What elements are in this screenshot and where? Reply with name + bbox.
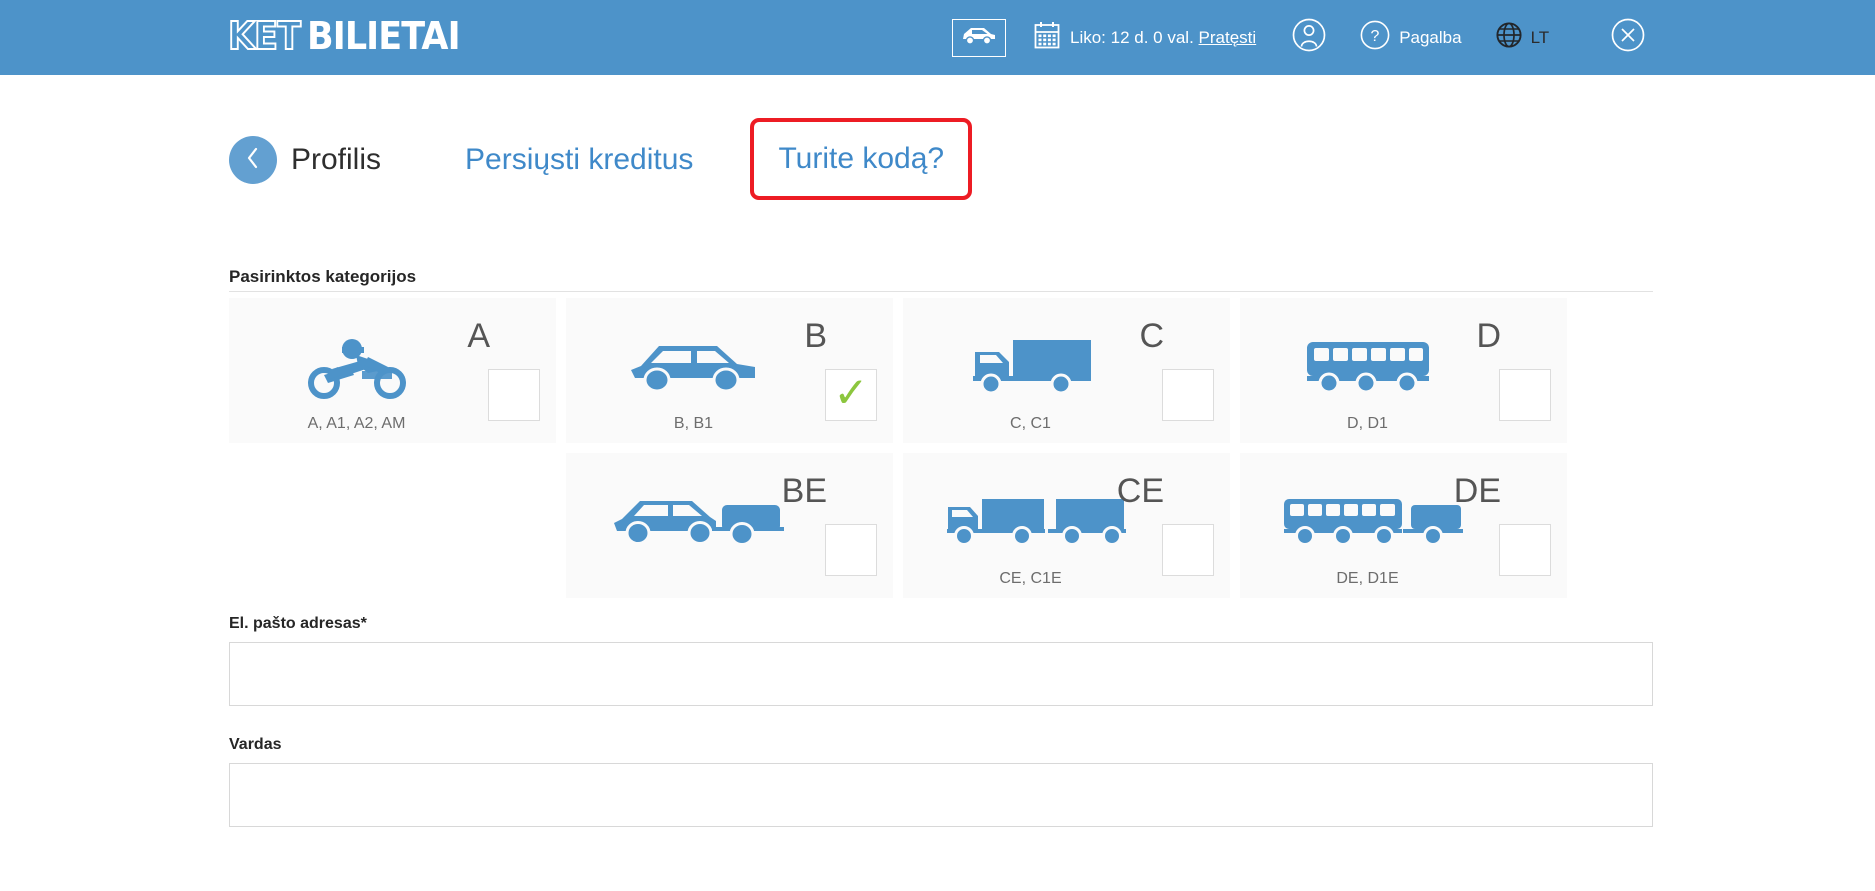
row2-spacer	[229, 453, 556, 598]
tab-bar: Profilis Persiųsti kreditus Turite kodą?	[0, 75, 1875, 292]
chevron-left-icon	[245, 146, 261, 175]
category-card-d[interactable]: D D, D1	[1240, 298, 1567, 443]
category-checkbox[interactable]	[825, 524, 877, 576]
category-checkbox[interactable]	[1162, 369, 1214, 421]
help-button[interactable]: ? Pagalba	[1360, 20, 1462, 55]
time-remaining-label: Liko: 12 d. 0 val. Pratęsti	[1070, 28, 1256, 48]
category-row-2: BE	[229, 453, 1659, 598]
profile-form: El. pašto adresas* Vardas	[229, 615, 1653, 857]
email-field-label: El. pašto adresas*	[229, 615, 367, 632]
category-checkbox[interactable]: ✓	[825, 369, 877, 421]
category-sublabel: B, B1	[673, 415, 714, 432]
category-sublabel: D, D1	[1347, 415, 1388, 432]
header-toolbar: Liko: 12 d. 0 val. Pratęsti ? Pagalba	[952, 0, 1645, 75]
help-label: Pagalba	[1399, 27, 1462, 47]
category-row-1: A A, A1, A2, AM B B, B1 ✓	[229, 298, 1659, 443]
category-card-c[interactable]: C C, C1	[903, 298, 1230, 443]
calendar-icon	[1034, 21, 1060, 54]
back-button[interactable]	[229, 136, 277, 184]
extend-subscription-link[interactable]: Pratęsti	[1198, 27, 1257, 47]
name-field[interactable]	[229, 763, 1653, 827]
category-letter: DE	[1453, 472, 1501, 510]
email-field-group: El. pašto adresas*	[229, 615, 1653, 706]
app-logo[interactable]: KET BILIETAI	[227, 13, 473, 59]
truck-trailer-icon	[911, 481, 1161, 559]
category-card-a[interactable]: A A, A1, A2, AM	[229, 298, 556, 443]
tab-profilis[interactable]: Profilis	[291, 143, 382, 176]
user-account-icon	[1292, 18, 1326, 57]
category-sublabel: DE, D1E	[1336, 570, 1399, 587]
car-icon	[584, 326, 804, 404]
account-button[interactable]	[1292, 18, 1326, 57]
category-letter: BE	[781, 472, 827, 510]
category-card-be[interactable]: BE	[566, 453, 893, 598]
language-label: LT	[1530, 27, 1550, 47]
logo-text-bilietai: BILIETAI	[307, 14, 461, 58]
category-checkbox[interactable]	[488, 369, 540, 421]
category-letter: CE	[1116, 472, 1164, 510]
truck-icon	[921, 326, 1141, 404]
checkmark-icon: ✓	[833, 368, 869, 417]
selected-categories-title: Pasirinktos kategorijos	[229, 267, 417, 286]
category-checkbox[interactable]	[1499, 369, 1551, 421]
app-header: KET BILIETAI	[0, 0, 1875, 75]
category-card-b[interactable]: B B, B1 ✓	[566, 298, 893, 443]
category-cards: A A, A1, A2, AM B B, B1 ✓	[229, 298, 1659, 608]
email-field[interactable]	[229, 642, 1653, 706]
category-letter: B	[804, 317, 827, 355]
tab-divider	[229, 291, 1653, 292]
language-button[interactable]: LT	[1496, 22, 1550, 53]
category-checkbox[interactable]	[1499, 524, 1551, 576]
name-field-label: Vardas	[229, 736, 282, 753]
category-letter: C	[1139, 317, 1164, 355]
category-card-de[interactable]: DE DE, D1E	[1240, 453, 1567, 598]
tab-persiusti-kreditus[interactable]: Persiųsti kreditus	[465, 143, 694, 176]
svg-text:?: ?	[1371, 28, 1380, 45]
category-sublabel: CE, C1E	[999, 570, 1062, 587]
close-button[interactable]	[1611, 18, 1645, 57]
question-mark-icon: ?	[1360, 20, 1390, 55]
bus-trailer-icon	[1248, 481, 1498, 559]
vehicle-category-button[interactable]	[952, 18, 1006, 57]
close-x-icon	[1611, 18, 1645, 57]
name-field-group: Vardas	[229, 736, 1653, 827]
category-letter: D	[1476, 317, 1501, 355]
motorcycle-icon	[247, 326, 467, 404]
bus-icon	[1258, 326, 1478, 404]
car-trailer-icon	[574, 481, 824, 559]
category-letter: A	[467, 317, 490, 355]
globe-icon	[1496, 22, 1522, 53]
category-checkbox[interactable]	[1162, 524, 1214, 576]
category-sublabel: A, A1, A2, AM	[307, 415, 406, 432]
logo-text-ket: KET	[227, 13, 302, 59]
category-card-ce[interactable]: CE CE, C1E	[903, 453, 1230, 598]
car-icon	[960, 24, 998, 51]
subscription-status[interactable]: Liko: 12 d. 0 val. Pratęsti	[1034, 21, 1256, 54]
tab-turite-koda[interactable]: Turite kodą?	[750, 118, 973, 200]
time-remaining-value: Liko: 12 d. 0 val.	[1070, 27, 1194, 47]
category-sublabel: C, C1	[1010, 415, 1051, 432]
